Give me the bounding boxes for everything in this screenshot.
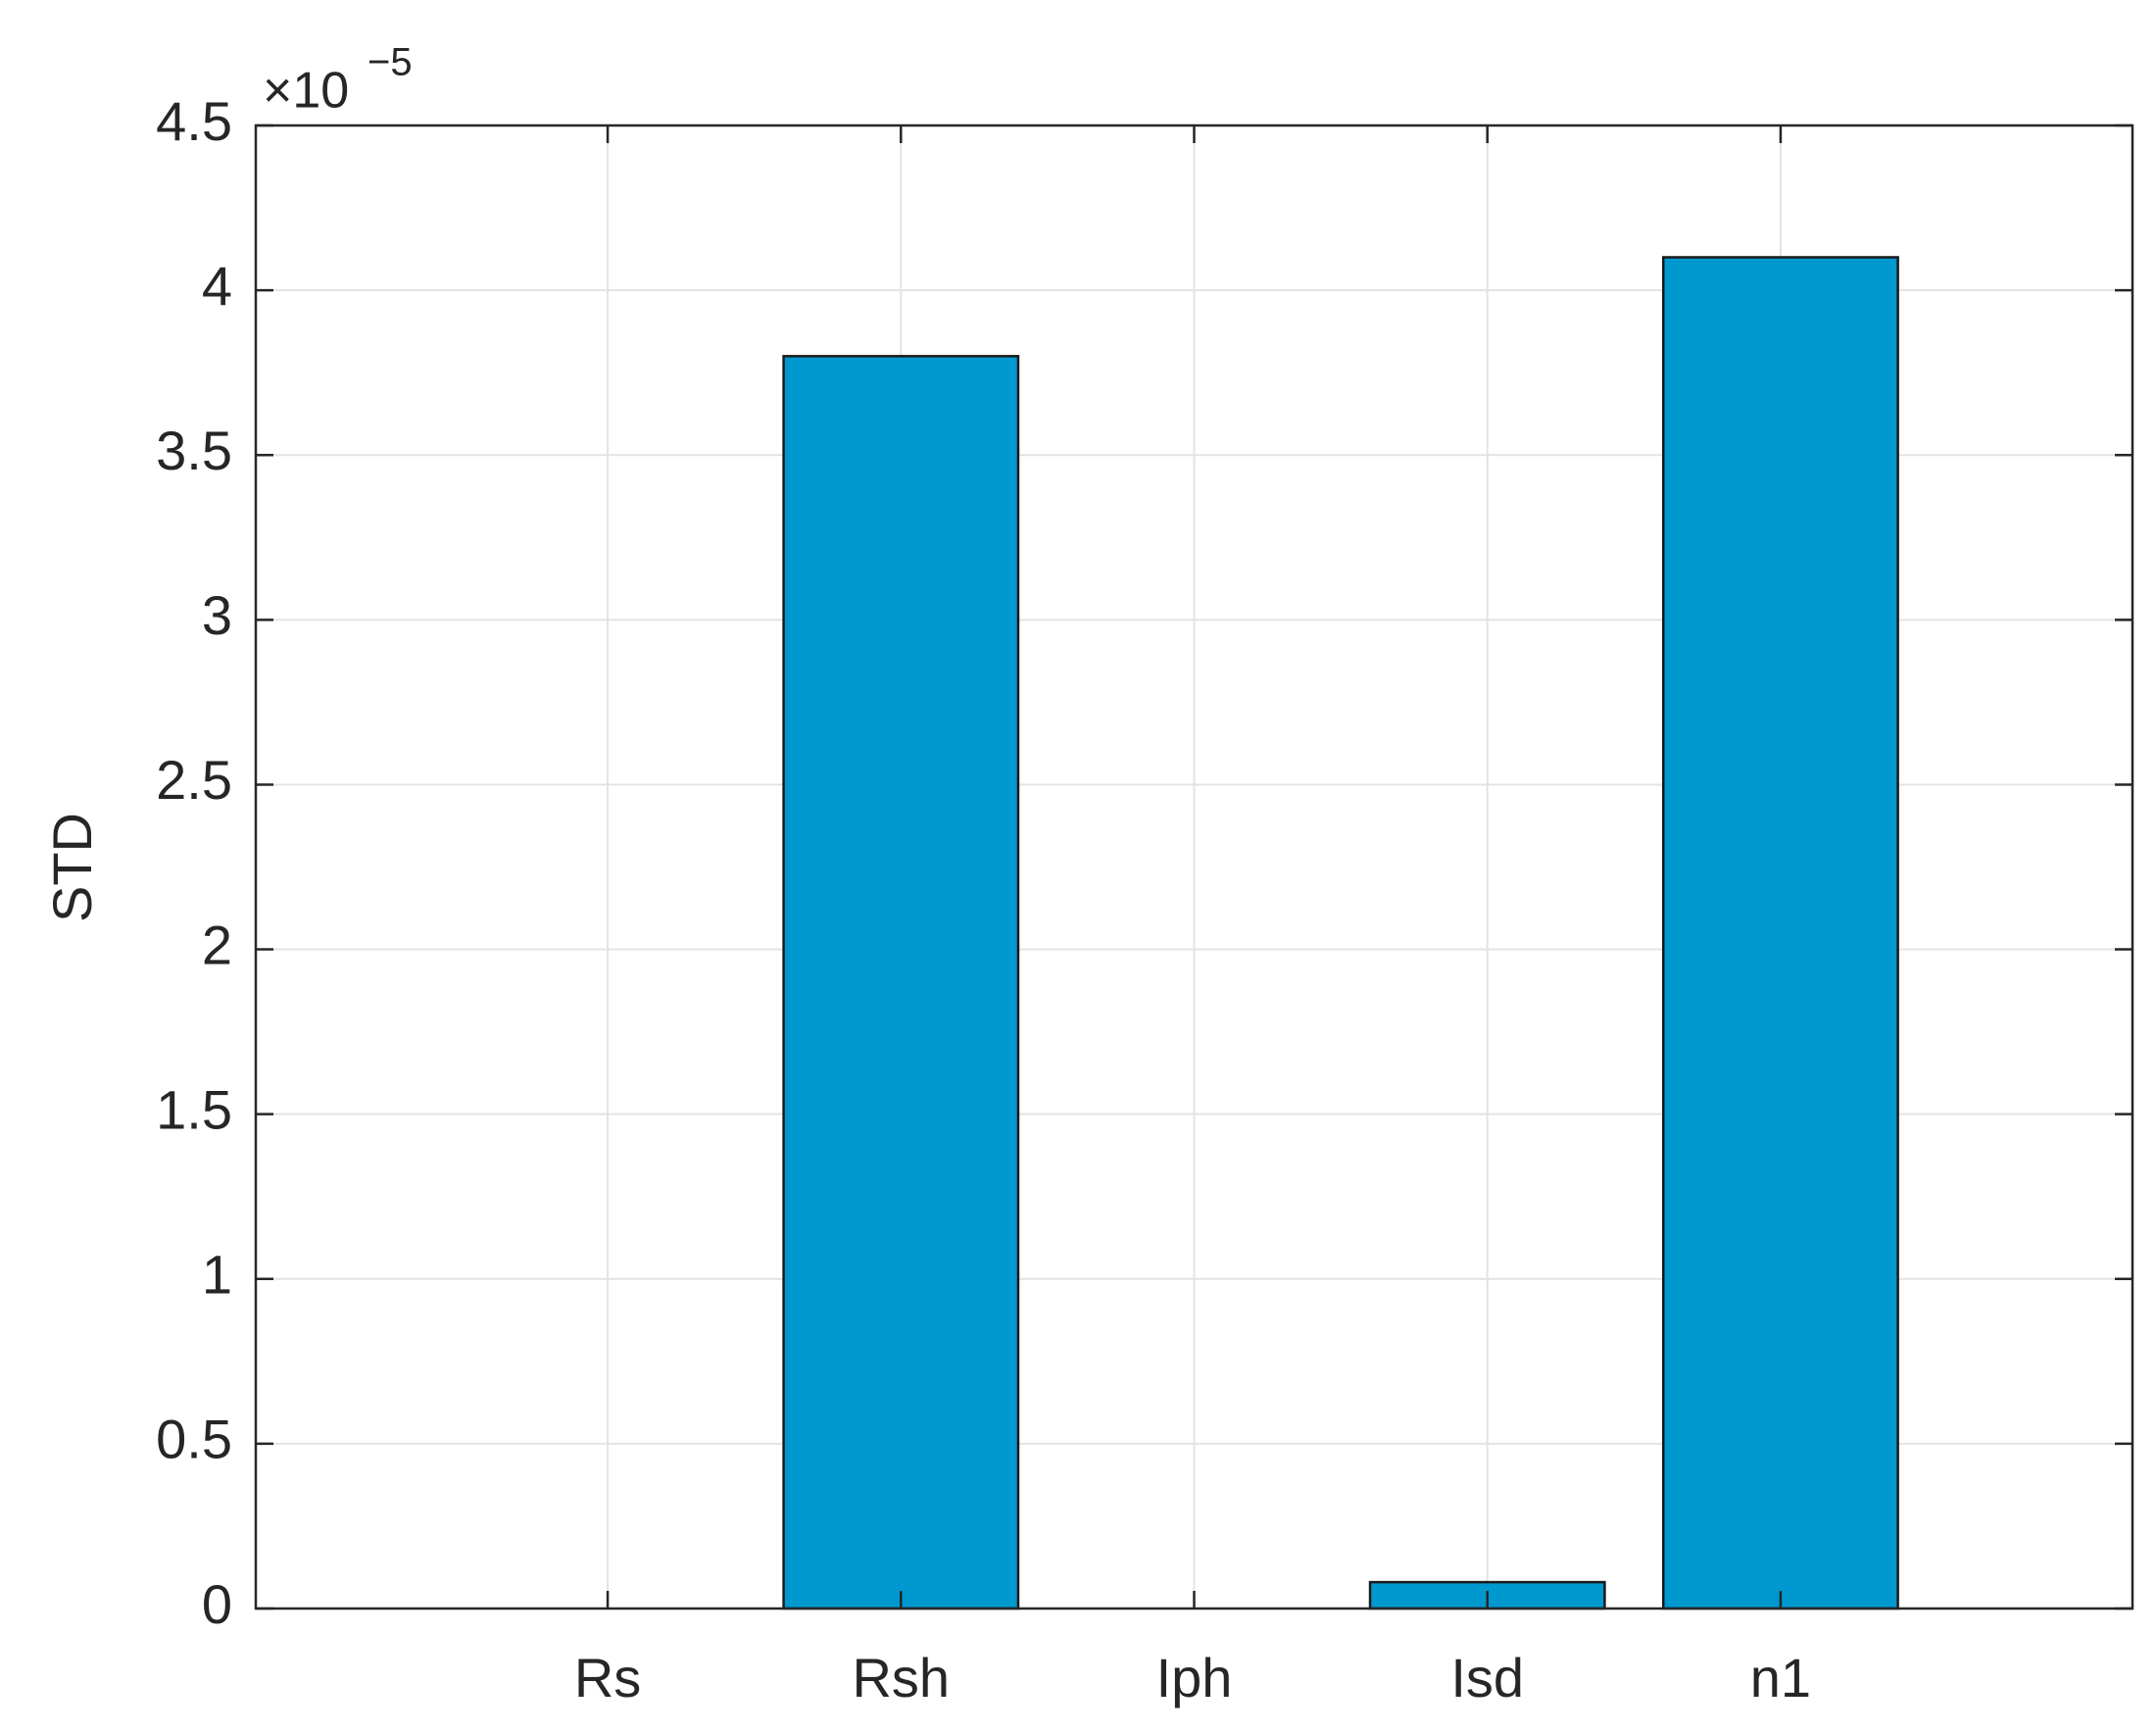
y-axis-label: STD (41, 813, 103, 922)
x-tick-label: Rsh (852, 1647, 950, 1708)
y-tick-label: 3.5 (156, 420, 232, 481)
x-tick-label: Isd (1450, 1647, 1524, 1708)
bar (782, 355, 1020, 1610)
y-tick-label: 2.5 (156, 749, 232, 811)
x-tick-label: n1 (1750, 1647, 1811, 1708)
y-tick-label: 4.5 (156, 90, 232, 152)
y-tick-label: 1 (202, 1244, 232, 1306)
y-tick-label: 0 (202, 1573, 232, 1635)
y-exponent-base: ×10 (263, 63, 349, 120)
y-tick-label: 1.5 (156, 1078, 232, 1140)
y-tick-label: 4 (202, 255, 232, 317)
bar (1662, 256, 1899, 1610)
x-tick-label: Iph (1156, 1647, 1233, 1708)
plot-frame (254, 124, 2134, 1610)
x-tick-label: Rs (574, 1647, 641, 1708)
y-exponent-power: −5 (368, 41, 413, 84)
y-tick-label: 0.5 (156, 1409, 232, 1470)
y-tick-label: 2 (202, 914, 232, 975)
y-tick-label: 3 (202, 584, 232, 646)
